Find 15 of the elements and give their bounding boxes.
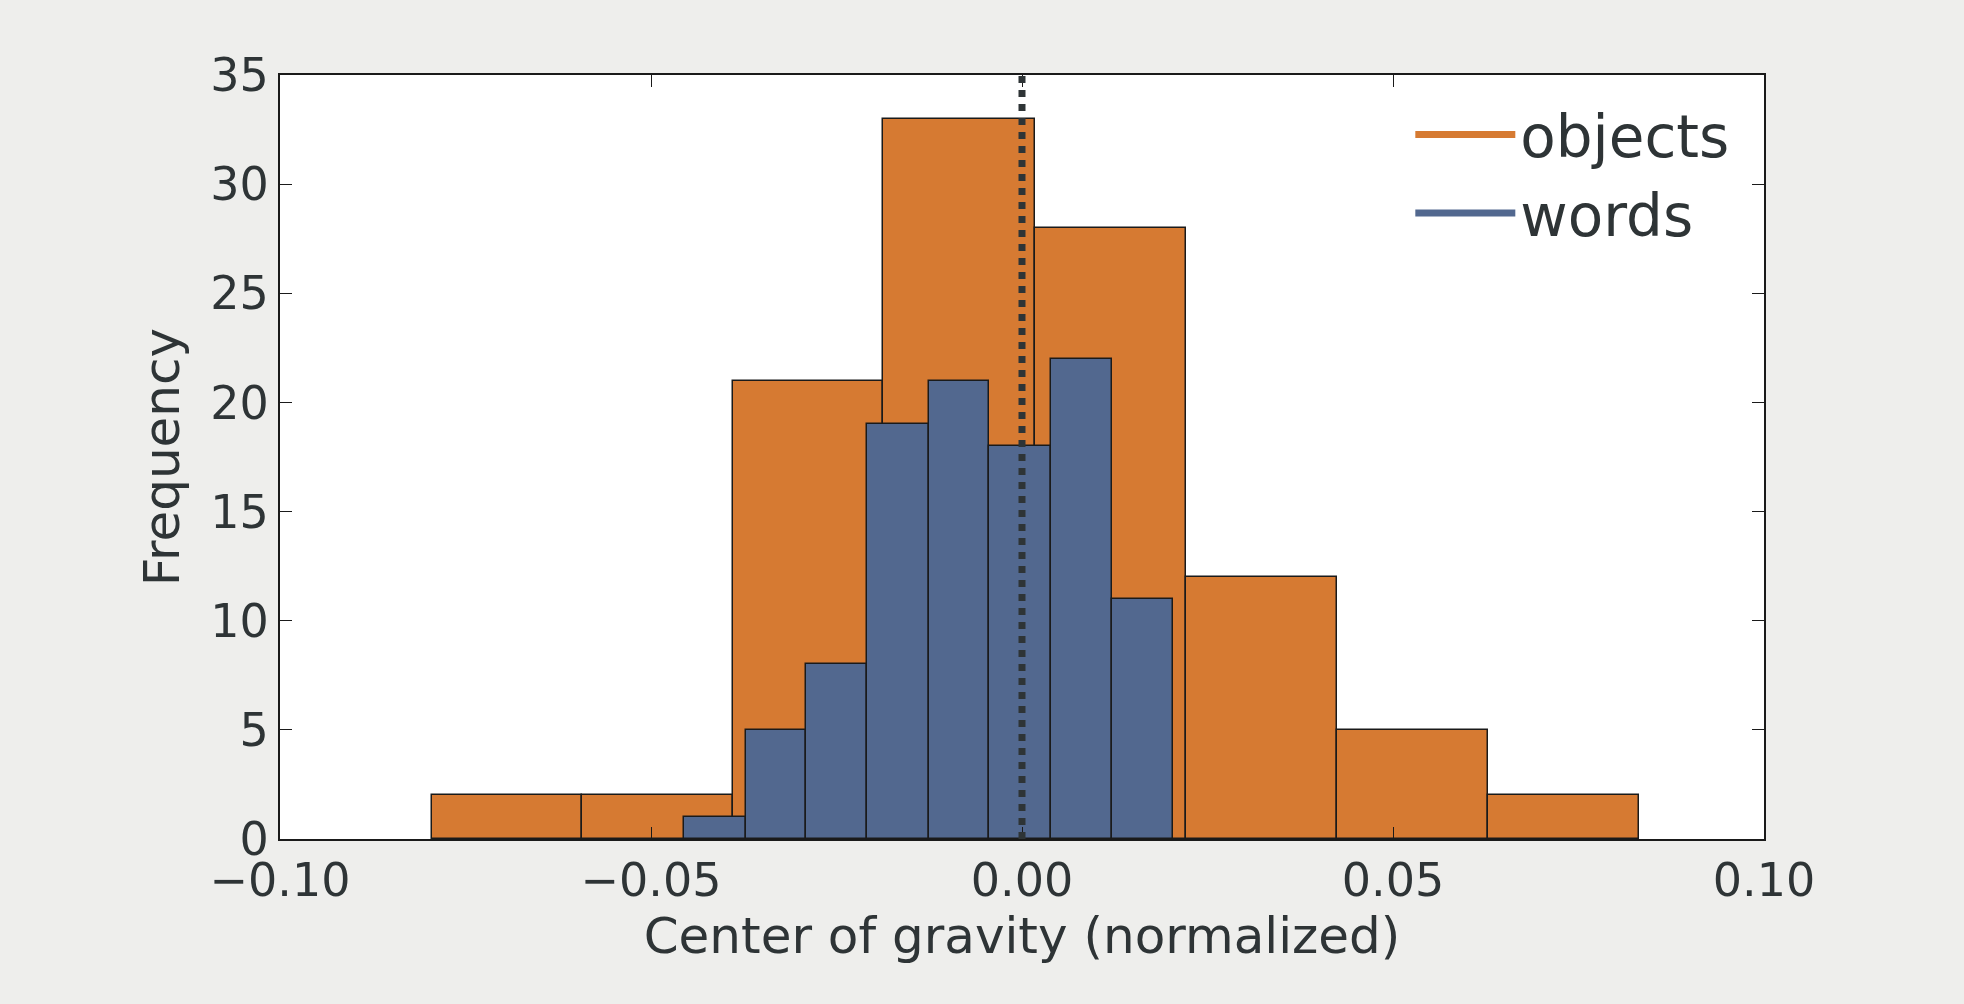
y-tick-label: 20 <box>210 375 269 430</box>
x-tick-label: 0.00 <box>970 853 1074 908</box>
y-axis-title: Frequency <box>132 327 191 587</box>
x-axis-title: Center of gravity (normalized) <box>643 907 1401 966</box>
y-tick-label: 25 <box>210 266 269 321</box>
x-tick-label: −0.05 <box>580 853 722 908</box>
x-tick-label: 0.05 <box>1341 853 1445 908</box>
y-tick-label: 5 <box>239 702 269 757</box>
legend-label: objects <box>1520 103 1730 172</box>
y-tick-label: 10 <box>210 593 269 648</box>
y-tick-label: 35 <box>210 48 269 103</box>
x-tick-label: 0.10 <box>1712 853 1816 908</box>
legend-label: words <box>1520 181 1694 250</box>
y-tick-label: 15 <box>210 484 269 539</box>
y-tick-label: 30 <box>210 157 269 212</box>
